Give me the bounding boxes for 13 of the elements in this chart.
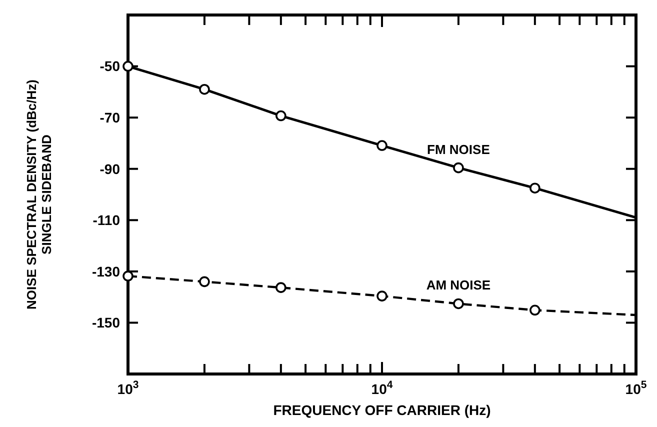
y-tick-label: -90: [100, 160, 120, 177]
y-tick-label: -110: [92, 212, 120, 228]
series-label: FM NOISE: [427, 142, 490, 157]
x-tick-label: 10$^{5}$: [625, 379, 647, 397]
y-axis-title: NOISE SPECTRAL DENSITY (dBc/Hz) SINGLE SIDEBAND: [24, 80, 54, 310]
x-tick-label: 10$^{3}$: [117, 379, 139, 397]
y-tick-label: -150: [92, 314, 120, 331]
series-label: AM NOISE: [426, 278, 491, 293]
y-tick-label: -50: [100, 58, 120, 74]
y-tick-label: -70: [100, 109, 120, 126]
x-axis-title: FREQUENCY OFF CARRIER (Hz): [273, 402, 491, 418]
x-tick-label: 10$^{4}$: [371, 379, 393, 397]
y-tick-label: -130: [92, 263, 120, 280]
